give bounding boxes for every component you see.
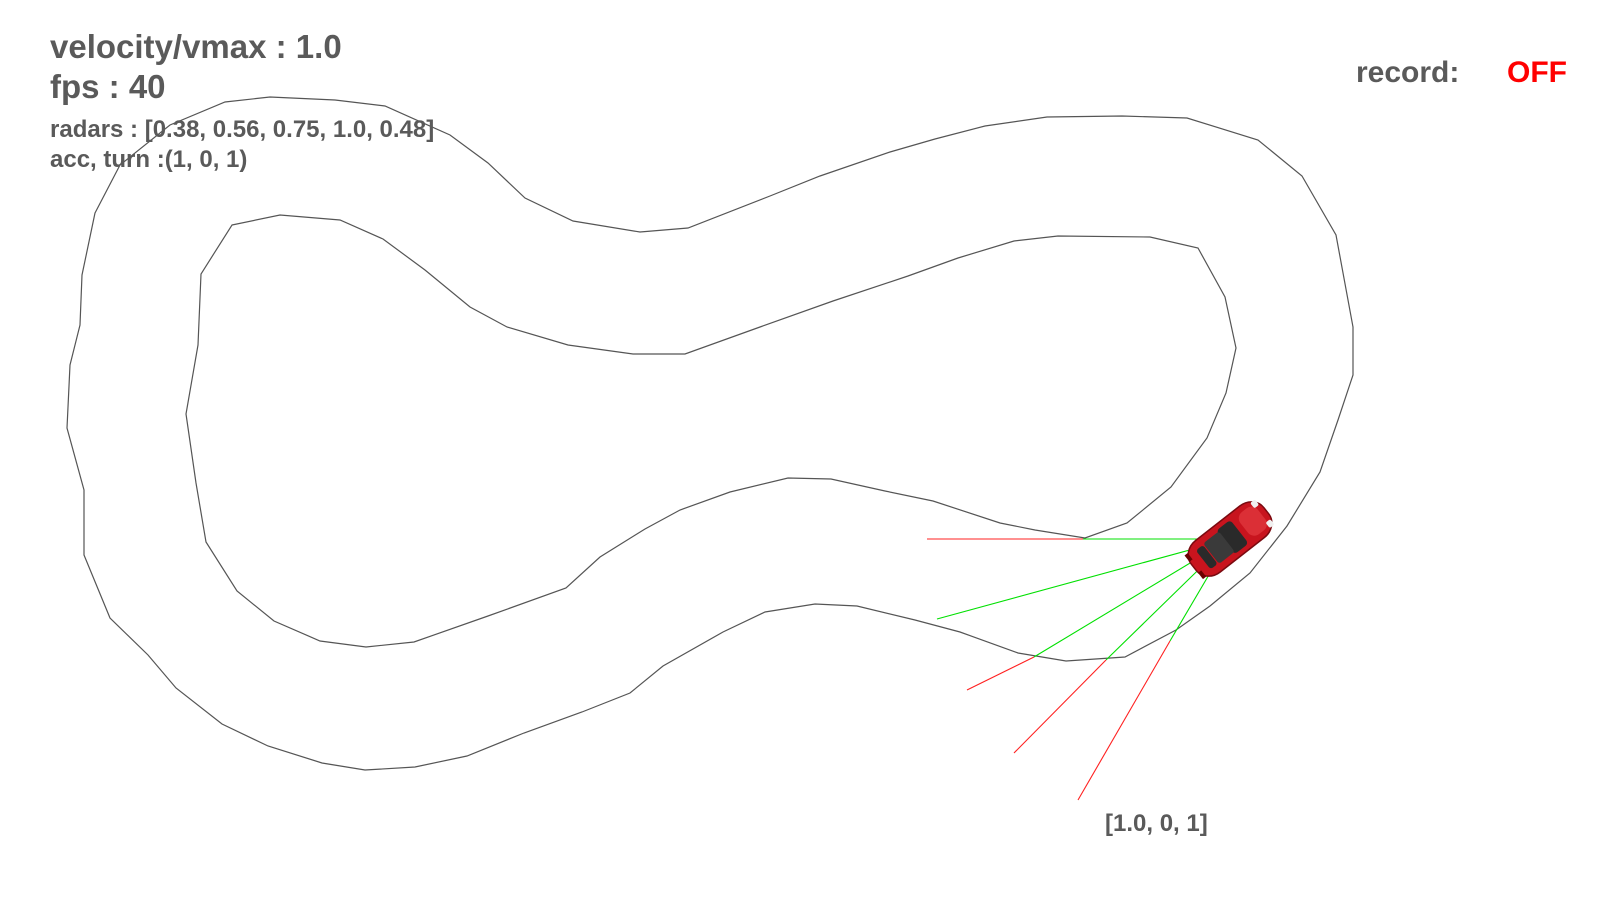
radar-beam-4-extension — [1077, 640, 1171, 801]
velocity-readout: velocity/vmax : 1.0 — [50, 28, 342, 65]
radar-beam-3-extension — [1013, 659, 1107, 754]
radar-beams — [927, 538, 1231, 801]
record-status[interactable]: OFF — [1507, 56, 1567, 89]
acc-turn-readout: acc, turn :(1, 0, 1) — [50, 146, 248, 173]
track-inner-boundary — [185, 214, 1237, 648]
track-outer-boundary — [66, 96, 1354, 771]
record-label: record: — [1356, 56, 1460, 89]
radar-beam-2-extension — [966, 656, 1035, 691]
action-output-readout: [1.0, 0, 1] — [1105, 810, 1208, 837]
car-headlight-left — [1250, 500, 1259, 508]
car-roof — [1204, 532, 1234, 563]
car-headlight-right — [1266, 519, 1274, 528]
car-taillight-left — [1184, 553, 1193, 562]
car-sprite — [1184, 500, 1274, 580]
car-hood-highlight — [1238, 506, 1267, 536]
radars-readout: radars : [0.38, 0.56, 0.75, 1.0, 0.48] — [50, 116, 435, 143]
car-rear-window — [1197, 546, 1217, 569]
car-taillight-right — [1198, 570, 1207, 580]
fps-readout: fps : 40 — [50, 68, 166, 105]
car-windshield — [1217, 521, 1248, 553]
radar-beam-1 — [936, 538, 1231, 620]
